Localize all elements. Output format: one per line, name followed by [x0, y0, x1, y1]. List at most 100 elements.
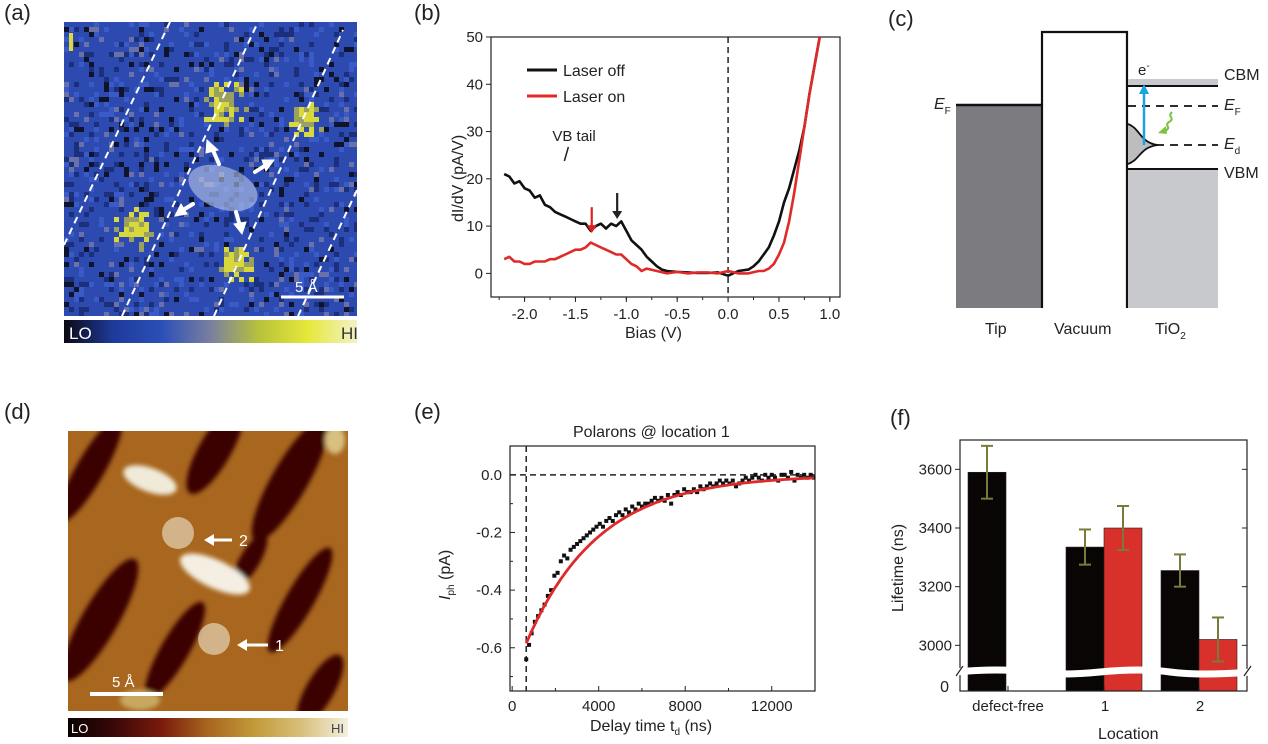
map-pixel [324, 137, 329, 142]
map-pixel [74, 42, 79, 47]
map-pixel [244, 77, 249, 82]
map-pixel [224, 282, 229, 287]
map-pixel [139, 172, 144, 177]
map-pixel [189, 107, 194, 112]
map-pixel [154, 112, 159, 117]
data-point [769, 472, 774, 477]
map-pixel [354, 257, 357, 262]
map-pixel [164, 197, 169, 202]
map-pixel [239, 247, 244, 252]
map-pixel [64, 37, 69, 42]
map-pixel [334, 142, 339, 147]
map-pixel [174, 277, 179, 282]
map-pixel [259, 192, 264, 197]
map-pixel [174, 67, 179, 72]
map-pixel [119, 107, 124, 112]
map-pixel [154, 282, 159, 287]
x-tick-label: defect-free [972, 698, 1044, 715]
topo-bright-feature [123, 465, 177, 495]
map-pixel [334, 252, 339, 257]
map-pixel [129, 307, 134, 312]
map-pixel [324, 302, 329, 307]
map-pixel [254, 152, 259, 157]
topo-trough [251, 431, 329, 542]
map-pixel [129, 182, 134, 187]
map-pixel [269, 162, 274, 167]
map-pixel [334, 112, 339, 117]
map-pixel [304, 262, 309, 267]
map-pixel [344, 227, 349, 232]
map-pixel [309, 57, 314, 62]
map-pixel [94, 297, 99, 302]
map-pixel [189, 52, 194, 57]
map-pixel [299, 122, 304, 127]
map-pixel [94, 137, 99, 142]
map-pixel [79, 52, 84, 57]
map-pixel [209, 117, 214, 122]
map-pixel [109, 197, 114, 202]
map-pixel [109, 302, 114, 307]
data-point [782, 472, 787, 477]
map-pixel [119, 162, 124, 167]
map-pixel [289, 122, 294, 127]
map-pixel [69, 162, 74, 167]
map-pixel [309, 107, 314, 112]
map-pixel [269, 132, 274, 137]
panel-d-topography: 2 1 5 Å LO HI [68, 431, 348, 737]
map-pixel [334, 257, 339, 262]
map-pixel [319, 152, 324, 157]
map-pixel [349, 237, 354, 242]
map-pixel [249, 287, 254, 292]
map-pixel [344, 97, 349, 102]
map-pixel [339, 117, 344, 122]
map-pixel [144, 102, 149, 107]
map-pixel [354, 42, 357, 47]
x-tick-label: 1 [1101, 698, 1109, 715]
map-pixel [234, 87, 239, 92]
map-pixel [339, 297, 344, 302]
map-pixel [304, 52, 309, 57]
map-pixel [254, 92, 259, 97]
map-pixel [64, 82, 69, 87]
map-pixel [139, 82, 144, 87]
map-pixel [119, 282, 124, 287]
map-pixel [124, 222, 129, 227]
map-pixel [199, 312, 204, 316]
map-pixel [354, 37, 357, 42]
map-pixel [244, 107, 249, 112]
map-pixel [334, 267, 339, 272]
map-pixel [169, 252, 174, 257]
map-pixel [64, 157, 69, 162]
map-pixel [69, 307, 74, 312]
map-pixel [204, 42, 209, 47]
map-pixel [289, 312, 294, 316]
map-pixel [94, 102, 99, 107]
map-pixel [339, 142, 344, 147]
map-pixel [309, 52, 314, 57]
map-pixel [334, 77, 339, 82]
map-pixel [254, 277, 259, 282]
map-pixel [189, 277, 194, 282]
map-pixel [219, 112, 224, 117]
map-pixel [289, 302, 294, 307]
map-pixel [144, 212, 149, 217]
lattice-line [121, 22, 259, 316]
map-pixel [84, 167, 89, 172]
x-tick-label: -1.5 [563, 306, 589, 323]
map-pixel [74, 292, 79, 297]
map-pixel [354, 227, 357, 232]
map-pixel [249, 277, 254, 282]
map-pixel [279, 192, 284, 197]
map-pixel [274, 242, 279, 247]
map-pixel [294, 152, 299, 157]
map-pixel [124, 137, 129, 142]
map-pixel [349, 307, 354, 312]
map-pixel [284, 232, 289, 237]
map-pixel [224, 262, 229, 267]
map-pixel [244, 57, 249, 62]
map-pixel [144, 152, 149, 157]
map-pixel [159, 127, 164, 132]
map-pixel [279, 257, 284, 262]
map-pixel [339, 87, 344, 92]
map-pixel [94, 127, 99, 132]
